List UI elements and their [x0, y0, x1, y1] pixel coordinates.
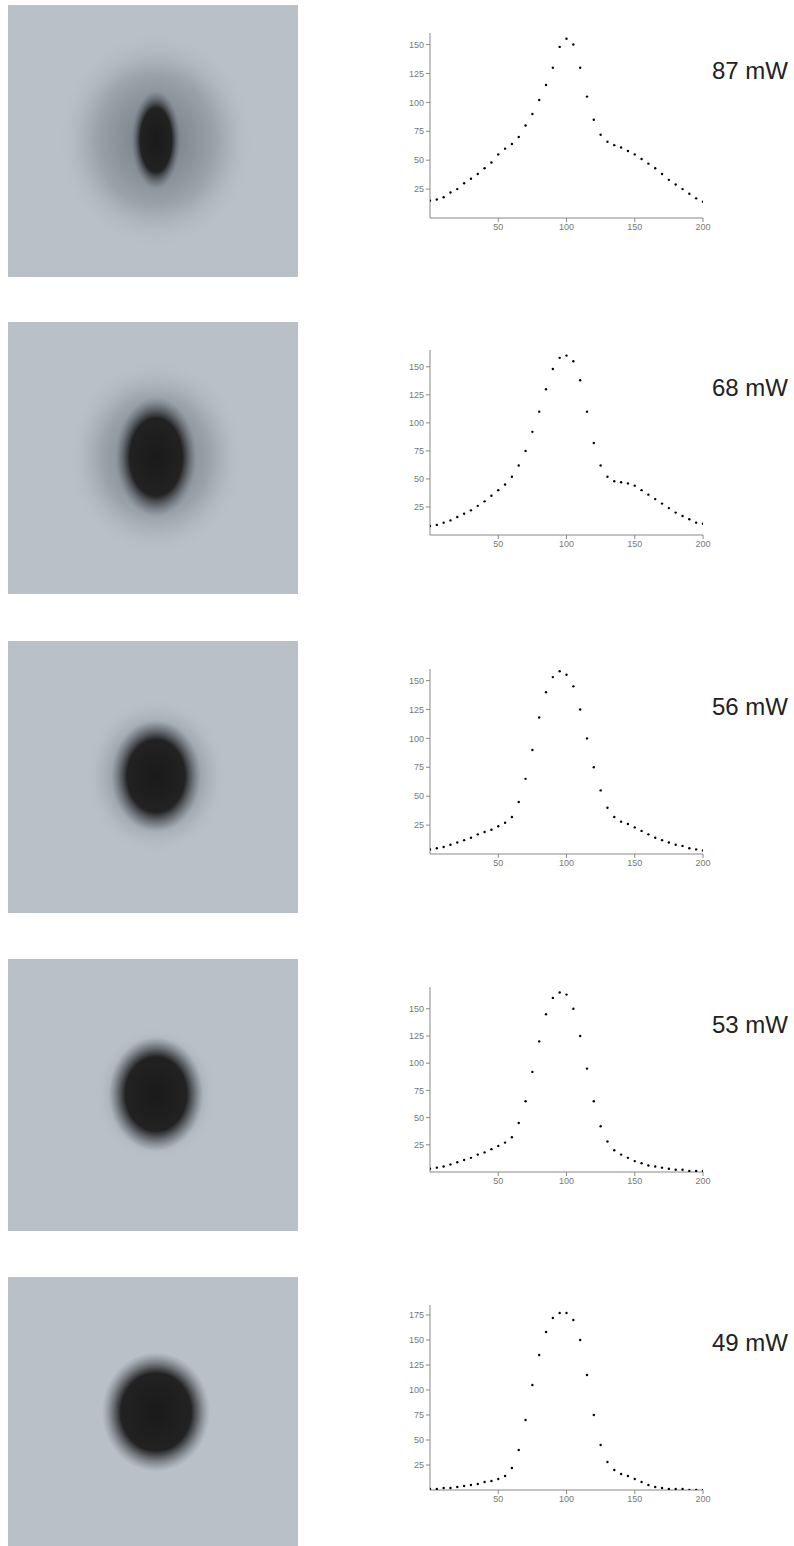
html-text:56 mW: 56 mW [712, 693, 788, 720]
svg-text:125: 125 [409, 1360, 424, 1370]
svg-text:75: 75 [414, 1410, 424, 1420]
html-text:87 mW: 87 mW [712, 57, 788, 84]
svg-text:100: 100 [559, 222, 574, 232]
svg-text:200: 200 [695, 858, 710, 868]
svg-text:100: 100 [409, 418, 424, 428]
svg-text:150: 150 [627, 858, 642, 868]
svg-text:125: 125 [409, 1031, 424, 1041]
svg-text:50: 50 [493, 1176, 503, 1186]
svg-text:25: 25 [414, 1140, 424, 1150]
svg-text:50: 50 [493, 539, 503, 549]
svg-text:125: 125 [409, 390, 424, 400]
svg-text:150: 150 [627, 1176, 642, 1186]
svg-text:50: 50 [493, 1494, 503, 1504]
svg-text:50: 50 [414, 155, 424, 165]
svg-text:100: 100 [409, 1058, 424, 1068]
svg-text:200: 200 [695, 222, 710, 232]
svg-text:150: 150 [627, 222, 642, 232]
svg-text:150: 150 [627, 1494, 642, 1504]
svg-text:75: 75 [414, 446, 424, 456]
svg-text:175: 175 [409, 1310, 424, 1320]
svg-text:200: 200 [695, 1494, 710, 1504]
svg-text:50: 50 [414, 474, 424, 484]
svg-text:100: 100 [409, 734, 424, 744]
svg-text:200: 200 [695, 1176, 710, 1186]
svg-text:75: 75 [414, 126, 424, 136]
svg-text:25: 25 [414, 1460, 424, 1470]
html-text:53 mW: 53 mW [712, 1011, 788, 1038]
svg-text:50: 50 [493, 858, 503, 868]
svg-text:50: 50 [414, 1435, 424, 1445]
svg-text:125: 125 [409, 69, 424, 79]
svg-text:75: 75 [414, 762, 424, 772]
html-text:49 mW: 49 mW [712, 1329, 788, 1356]
svg-text:200: 200 [695, 539, 710, 549]
svg-text:50: 50 [414, 791, 424, 801]
svg-text:100: 100 [559, 1176, 574, 1186]
svg-text:75: 75 [414, 1086, 424, 1096]
svg-text:150: 150 [409, 1004, 424, 1014]
svg-text:25: 25 [414, 502, 424, 512]
svg-text:25: 25 [414, 184, 424, 194]
svg-text:100: 100 [559, 1494, 574, 1504]
svg-text:100: 100 [559, 858, 574, 868]
svg-text:25: 25 [414, 820, 424, 830]
html-text:68 mW: 68 mW [712, 374, 788, 401]
svg-text:150: 150 [409, 40, 424, 50]
svg-text:100: 100 [409, 1385, 424, 1395]
svg-text:100: 100 [409, 98, 424, 108]
svg-text:50: 50 [493, 222, 503, 232]
svg-text:125: 125 [409, 705, 424, 715]
svg-text:150: 150 [409, 676, 424, 686]
svg-text:150: 150 [409, 362, 424, 372]
svg-text:150: 150 [627, 539, 642, 549]
svg-text:50: 50 [414, 1113, 424, 1123]
svg-text:100: 100 [559, 539, 574, 549]
svg-text:150: 150 [409, 1335, 424, 1345]
